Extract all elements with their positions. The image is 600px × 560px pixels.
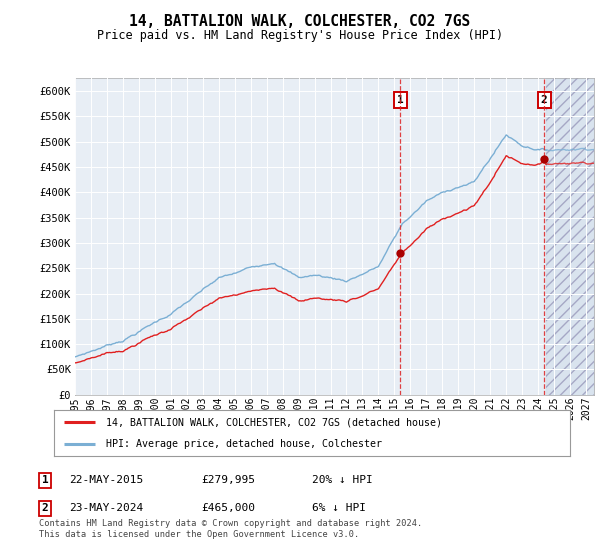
Text: 23-MAY-2024: 23-MAY-2024 bbox=[69, 503, 143, 514]
Text: 6% ↓ HPI: 6% ↓ HPI bbox=[312, 503, 366, 514]
Text: 14, BATTALION WALK, COLCHESTER, CO2 7GS: 14, BATTALION WALK, COLCHESTER, CO2 7GS bbox=[130, 14, 470, 29]
Text: Contains HM Land Registry data © Crown copyright and database right 2024.
This d: Contains HM Land Registry data © Crown c… bbox=[39, 519, 422, 539]
Text: HPI: Average price, detached house, Colchester: HPI: Average price, detached house, Colc… bbox=[106, 440, 382, 450]
Text: 20% ↓ HPI: 20% ↓ HPI bbox=[312, 475, 373, 486]
Text: 1: 1 bbox=[397, 95, 404, 105]
Text: 22-MAY-2015: 22-MAY-2015 bbox=[69, 475, 143, 486]
Text: 1: 1 bbox=[41, 475, 49, 486]
Text: £279,995: £279,995 bbox=[201, 475, 255, 486]
Text: 2: 2 bbox=[41, 503, 49, 514]
Text: Price paid vs. HM Land Registry's House Price Index (HPI): Price paid vs. HM Land Registry's House … bbox=[97, 29, 503, 42]
Text: £465,000: £465,000 bbox=[201, 503, 255, 514]
Text: 2: 2 bbox=[541, 95, 548, 105]
Text: 14, BATTALION WALK, COLCHESTER, CO2 7GS (detached house): 14, BATTALION WALK, COLCHESTER, CO2 7GS … bbox=[106, 417, 442, 427]
